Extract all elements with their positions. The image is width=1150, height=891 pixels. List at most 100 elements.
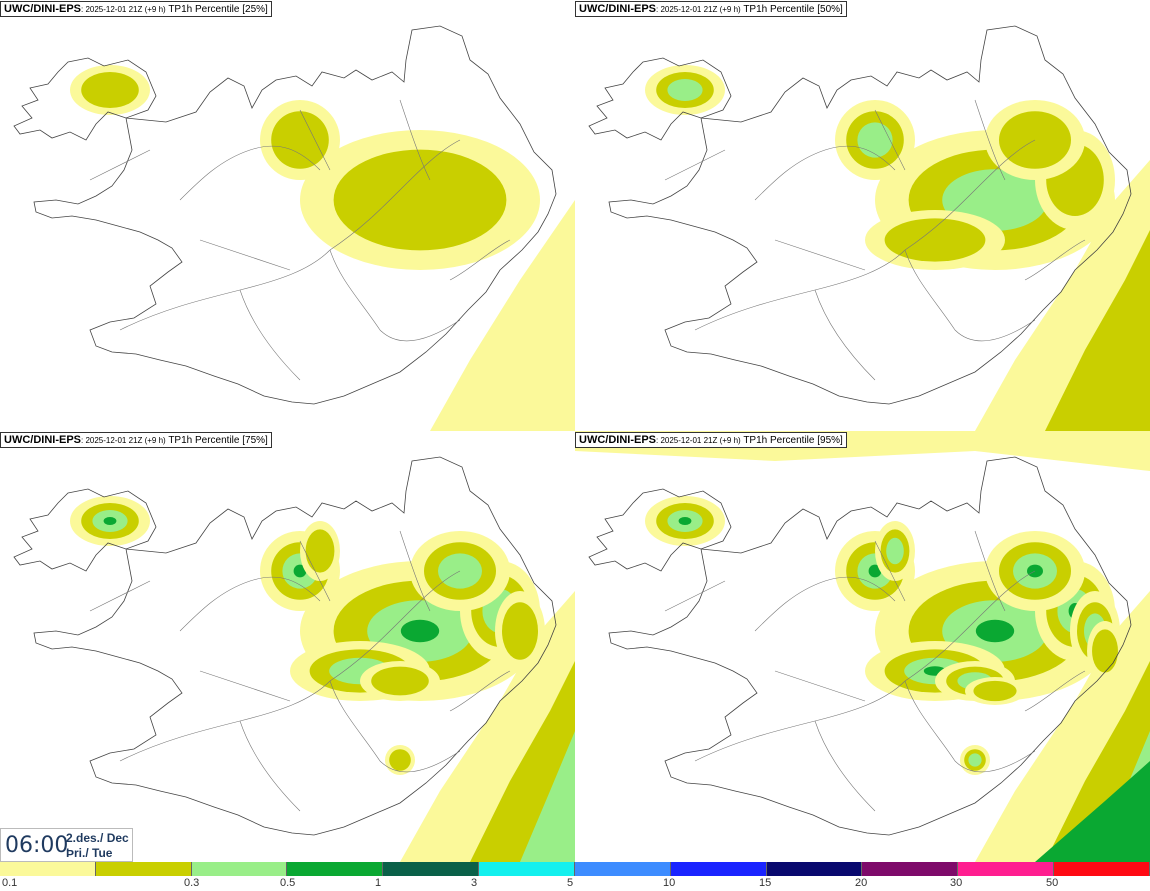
coastline: [13, 456, 557, 836]
legend-swatch: [574, 862, 671, 876]
valid-weekday: Þri./ Tue: [66, 846, 113, 860]
model-name: UWC/DINI-EPS: [4, 434, 81, 446]
panel-title: UWC/DINI-EPS: 2025-12-01 21Z (+9 h) TP1h…: [575, 432, 847, 448]
road-line: [449, 239, 511, 281]
color-legend: 0.1 0.3 0.5 1 3 5 10 15 20 30 50: [0, 862, 1150, 891]
coastline: [588, 25, 1132, 405]
road-line: [179, 576, 321, 632]
precip-area: [667, 79, 703, 101]
legend-label: 0.1: [2, 877, 18, 889]
road-line: [119, 680, 331, 762]
road-line: [754, 145, 896, 201]
road-line: [449, 670, 511, 712]
legend-swatch: [287, 862, 384, 876]
precip-area: [1092, 629, 1118, 673]
precip-area: [81, 72, 139, 108]
road-line: [239, 289, 301, 381]
run-time: : 2025-12-01 21Z (+9 h): [81, 5, 166, 14]
map-panel-p25: UWC/DINI-EPS: 2025-12-01 21Z (+9 h) TP1h…: [0, 0, 575, 431]
model-name: UWC/DINI-EPS: [579, 434, 656, 446]
road-line: [329, 680, 461, 773]
legend-label: 5: [567, 877, 574, 889]
precip-area: [975, 619, 1015, 643]
ocean-precip-heavy: [1035, 761, 1150, 862]
panel-title: UWC/DINI-EPS: 2025-12-01 21Z (+9 h) TP1h…: [0, 1, 272, 17]
road-line: [399, 530, 431, 612]
legend-label: 1: [375, 877, 382, 889]
ocean-precip-core: [1045, 230, 1150, 431]
road-line: [664, 580, 726, 612]
road-line: [754, 576, 896, 632]
precip-area: [371, 666, 429, 696]
legend-swatch: [0, 862, 96, 876]
precip-area: [271, 111, 329, 169]
map-panel-p50: UWC/DINI-EPS: 2025-12-01 21Z (+9 h) TP1h…: [575, 0, 1150, 431]
precipitation-map: [13, 456, 575, 862]
valid-time-box: 06:00 2.des./ Dec Þri./ Tue: [0, 828, 133, 862]
road-line: [239, 720, 301, 812]
precip-area: [305, 529, 335, 573]
precip-area: [884, 218, 986, 262]
road-line: [199, 239, 291, 271]
model-name: UWC/DINI-EPS: [579, 3, 656, 15]
precip-area: [333, 149, 507, 251]
precipitation-map: [13, 25, 575, 431]
legend-labels: 0.1 0.3 0.5 1 3 5 10 15 20 30 50: [0, 877, 1150, 891]
run-time: : 2025-12-01 21Z (+9 h): [656, 5, 741, 14]
legend-label: 0.5: [280, 877, 296, 889]
road-line: [329, 139, 461, 251]
road-line: [179, 145, 321, 201]
field-name: TP1h Percentile [95%]: [740, 435, 843, 446]
model-name: UWC/DINI-EPS: [4, 3, 81, 15]
legend-label: 15: [759, 877, 772, 889]
road-line: [329, 249, 461, 342]
road-line: [399, 99, 431, 181]
precip-area: [868, 564, 882, 578]
road-line: [1024, 670, 1086, 712]
field-name: TP1h Percentile [75%]: [165, 435, 268, 446]
road-line: [974, 530, 1006, 612]
road-line: [874, 109, 906, 171]
map-panel-p75: UWC/DINI-EPS: 2025-12-01 21Z (+9 h) TP1h…: [0, 431, 575, 862]
road-line: [774, 670, 866, 702]
ocean-precip-inner: [520, 731, 575, 862]
road-line: [119, 249, 331, 331]
road-line: [299, 540, 331, 602]
road-line: [199, 670, 291, 702]
road-line: [89, 149, 151, 181]
road-line: [299, 109, 331, 171]
road-line: [694, 249, 906, 331]
road-line: [329, 570, 461, 682]
precip-area: [400, 619, 440, 643]
legend-swatch: [766, 862, 863, 876]
road-line: [904, 570, 1036, 682]
legend-label: 10: [663, 877, 676, 889]
road-line: [694, 680, 906, 762]
field-name: TP1h Percentile [50%]: [740, 4, 843, 15]
legend-label: 30: [950, 877, 963, 889]
precip-area: [389, 749, 411, 771]
legend-label: 0.3: [184, 877, 200, 889]
legend-swatch: [862, 862, 959, 876]
road-line: [774, 239, 866, 271]
legend-swatch: [670, 862, 767, 876]
road-line: [874, 540, 906, 602]
road-line: [814, 289, 876, 381]
legend-label: 3: [471, 877, 478, 889]
road-line: [974, 99, 1006, 181]
road-line: [814, 720, 876, 812]
run-time: : 2025-12-01 21Z (+9 h): [81, 436, 166, 445]
legend-bar: [0, 862, 1150, 876]
ocean-precip-band: [430, 200, 575, 431]
precip-area: [968, 753, 982, 767]
road-line: [89, 580, 151, 612]
legend-swatch: [479, 862, 575, 876]
precip-area: [678, 517, 692, 525]
legend-label: 20: [855, 877, 868, 889]
coastline: [588, 456, 1132, 836]
precip-area: [293, 564, 307, 578]
valid-time: 06:00: [5, 833, 69, 858]
legend-swatch: [958, 862, 1055, 876]
legend-swatch: [383, 862, 480, 876]
valid-date: 2.des./ Dec: [66, 831, 129, 845]
